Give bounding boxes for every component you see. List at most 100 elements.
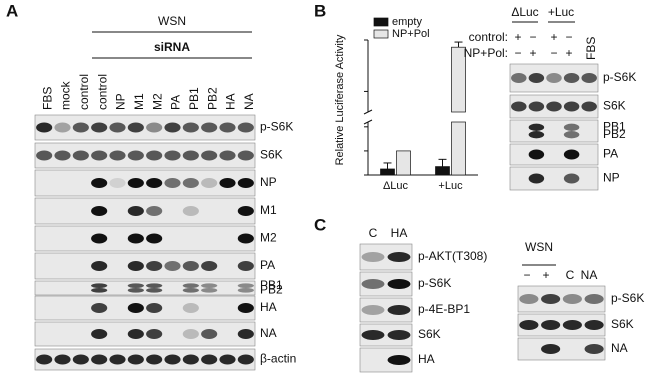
band (146, 303, 163, 313)
band (146, 122, 163, 133)
band (127, 303, 144, 313)
lane-label: − (523, 268, 530, 282)
band (146, 354, 163, 365)
row-label: HA (418, 352, 435, 366)
lane-label: NP (114, 93, 128, 110)
band (387, 252, 411, 262)
band (201, 122, 218, 133)
x-tick-label: +Luc (438, 180, 463, 192)
band (519, 320, 539, 330)
band (361, 279, 385, 289)
band (201, 150, 218, 161)
bar (435, 166, 450, 176)
lane-label: C (566, 268, 575, 282)
band (91, 329, 108, 339)
row-label: S6K (260, 148, 283, 162)
legend-swatch (373, 17, 389, 27)
row-label: p-S6K (611, 291, 644, 305)
band (182, 329, 199, 339)
row-label: M2 (260, 231, 277, 245)
band (146, 288, 163, 293)
band (182, 261, 199, 271)
group-label: WSN (525, 240, 553, 254)
y-axis-label: Relative Luciferase Activity (334, 34, 346, 165)
band (563, 173, 580, 184)
lane-label: M1 (132, 93, 146, 110)
blot-strip (34, 252, 256, 280)
axis-break (363, 109, 373, 115)
band (91, 261, 108, 271)
blot-strip (509, 143, 599, 166)
band (127, 233, 144, 244)
band (563, 131, 580, 139)
row-label: p-4E-BP1 (418, 302, 470, 316)
band (519, 294, 539, 304)
row-label: PB2 (603, 127, 626, 141)
row-label: PA (260, 258, 275, 272)
band (237, 354, 254, 365)
band (182, 288, 199, 293)
row-label: NP (603, 171, 620, 185)
lane-label: FBS (584, 37, 598, 60)
blot-strip (359, 323, 413, 347)
lane-label: FBS (40, 87, 54, 110)
lane-label: NA (581, 268, 598, 282)
band (511, 101, 527, 112)
band (528, 123, 545, 131)
band (182, 178, 199, 188)
band (511, 73, 527, 83)
band (182, 206, 199, 216)
band (91, 283, 108, 288)
lane-label: mock (59, 80, 73, 110)
band (146, 283, 163, 288)
band (563, 149, 580, 160)
blot-strip (34, 169, 256, 197)
band (237, 150, 254, 161)
band (36, 150, 53, 161)
band (219, 178, 236, 188)
row-label: NA (611, 341, 628, 355)
band (127, 288, 144, 293)
band (219, 122, 236, 133)
band (164, 354, 181, 365)
group-label: +Luc (548, 5, 574, 19)
lane-label: PA (169, 95, 183, 110)
band (562, 320, 582, 330)
lane-label: HA (391, 226, 408, 240)
legend-swatch (373, 29, 389, 39)
blot-strip (34, 142, 256, 169)
band (237, 178, 254, 188)
band (201, 261, 218, 271)
row-label: PA (603, 147, 618, 161)
band (563, 73, 580, 83)
sign: + (550, 30, 557, 44)
band (563, 101, 580, 112)
band (237, 261, 254, 271)
band (201, 288, 218, 293)
band (528, 173, 545, 184)
lane-label: C (369, 226, 378, 240)
blot-strip (34, 348, 256, 371)
band (146, 233, 163, 244)
blot-strip (34, 321, 256, 347)
band (237, 122, 254, 133)
band (146, 261, 163, 271)
band (361, 305, 385, 315)
band (528, 73, 545, 83)
band (237, 288, 254, 293)
band (146, 150, 163, 161)
band (219, 354, 236, 365)
band (72, 150, 89, 161)
band (54, 150, 71, 161)
band (164, 150, 181, 161)
band (109, 178, 126, 188)
row-label: p-S6K (603, 70, 636, 84)
band (201, 178, 218, 188)
band (127, 261, 144, 271)
band (201, 354, 218, 365)
row-label: PB2 (260, 283, 283, 297)
band (387, 330, 411, 340)
bar (451, 121, 466, 176)
band (146, 178, 163, 188)
